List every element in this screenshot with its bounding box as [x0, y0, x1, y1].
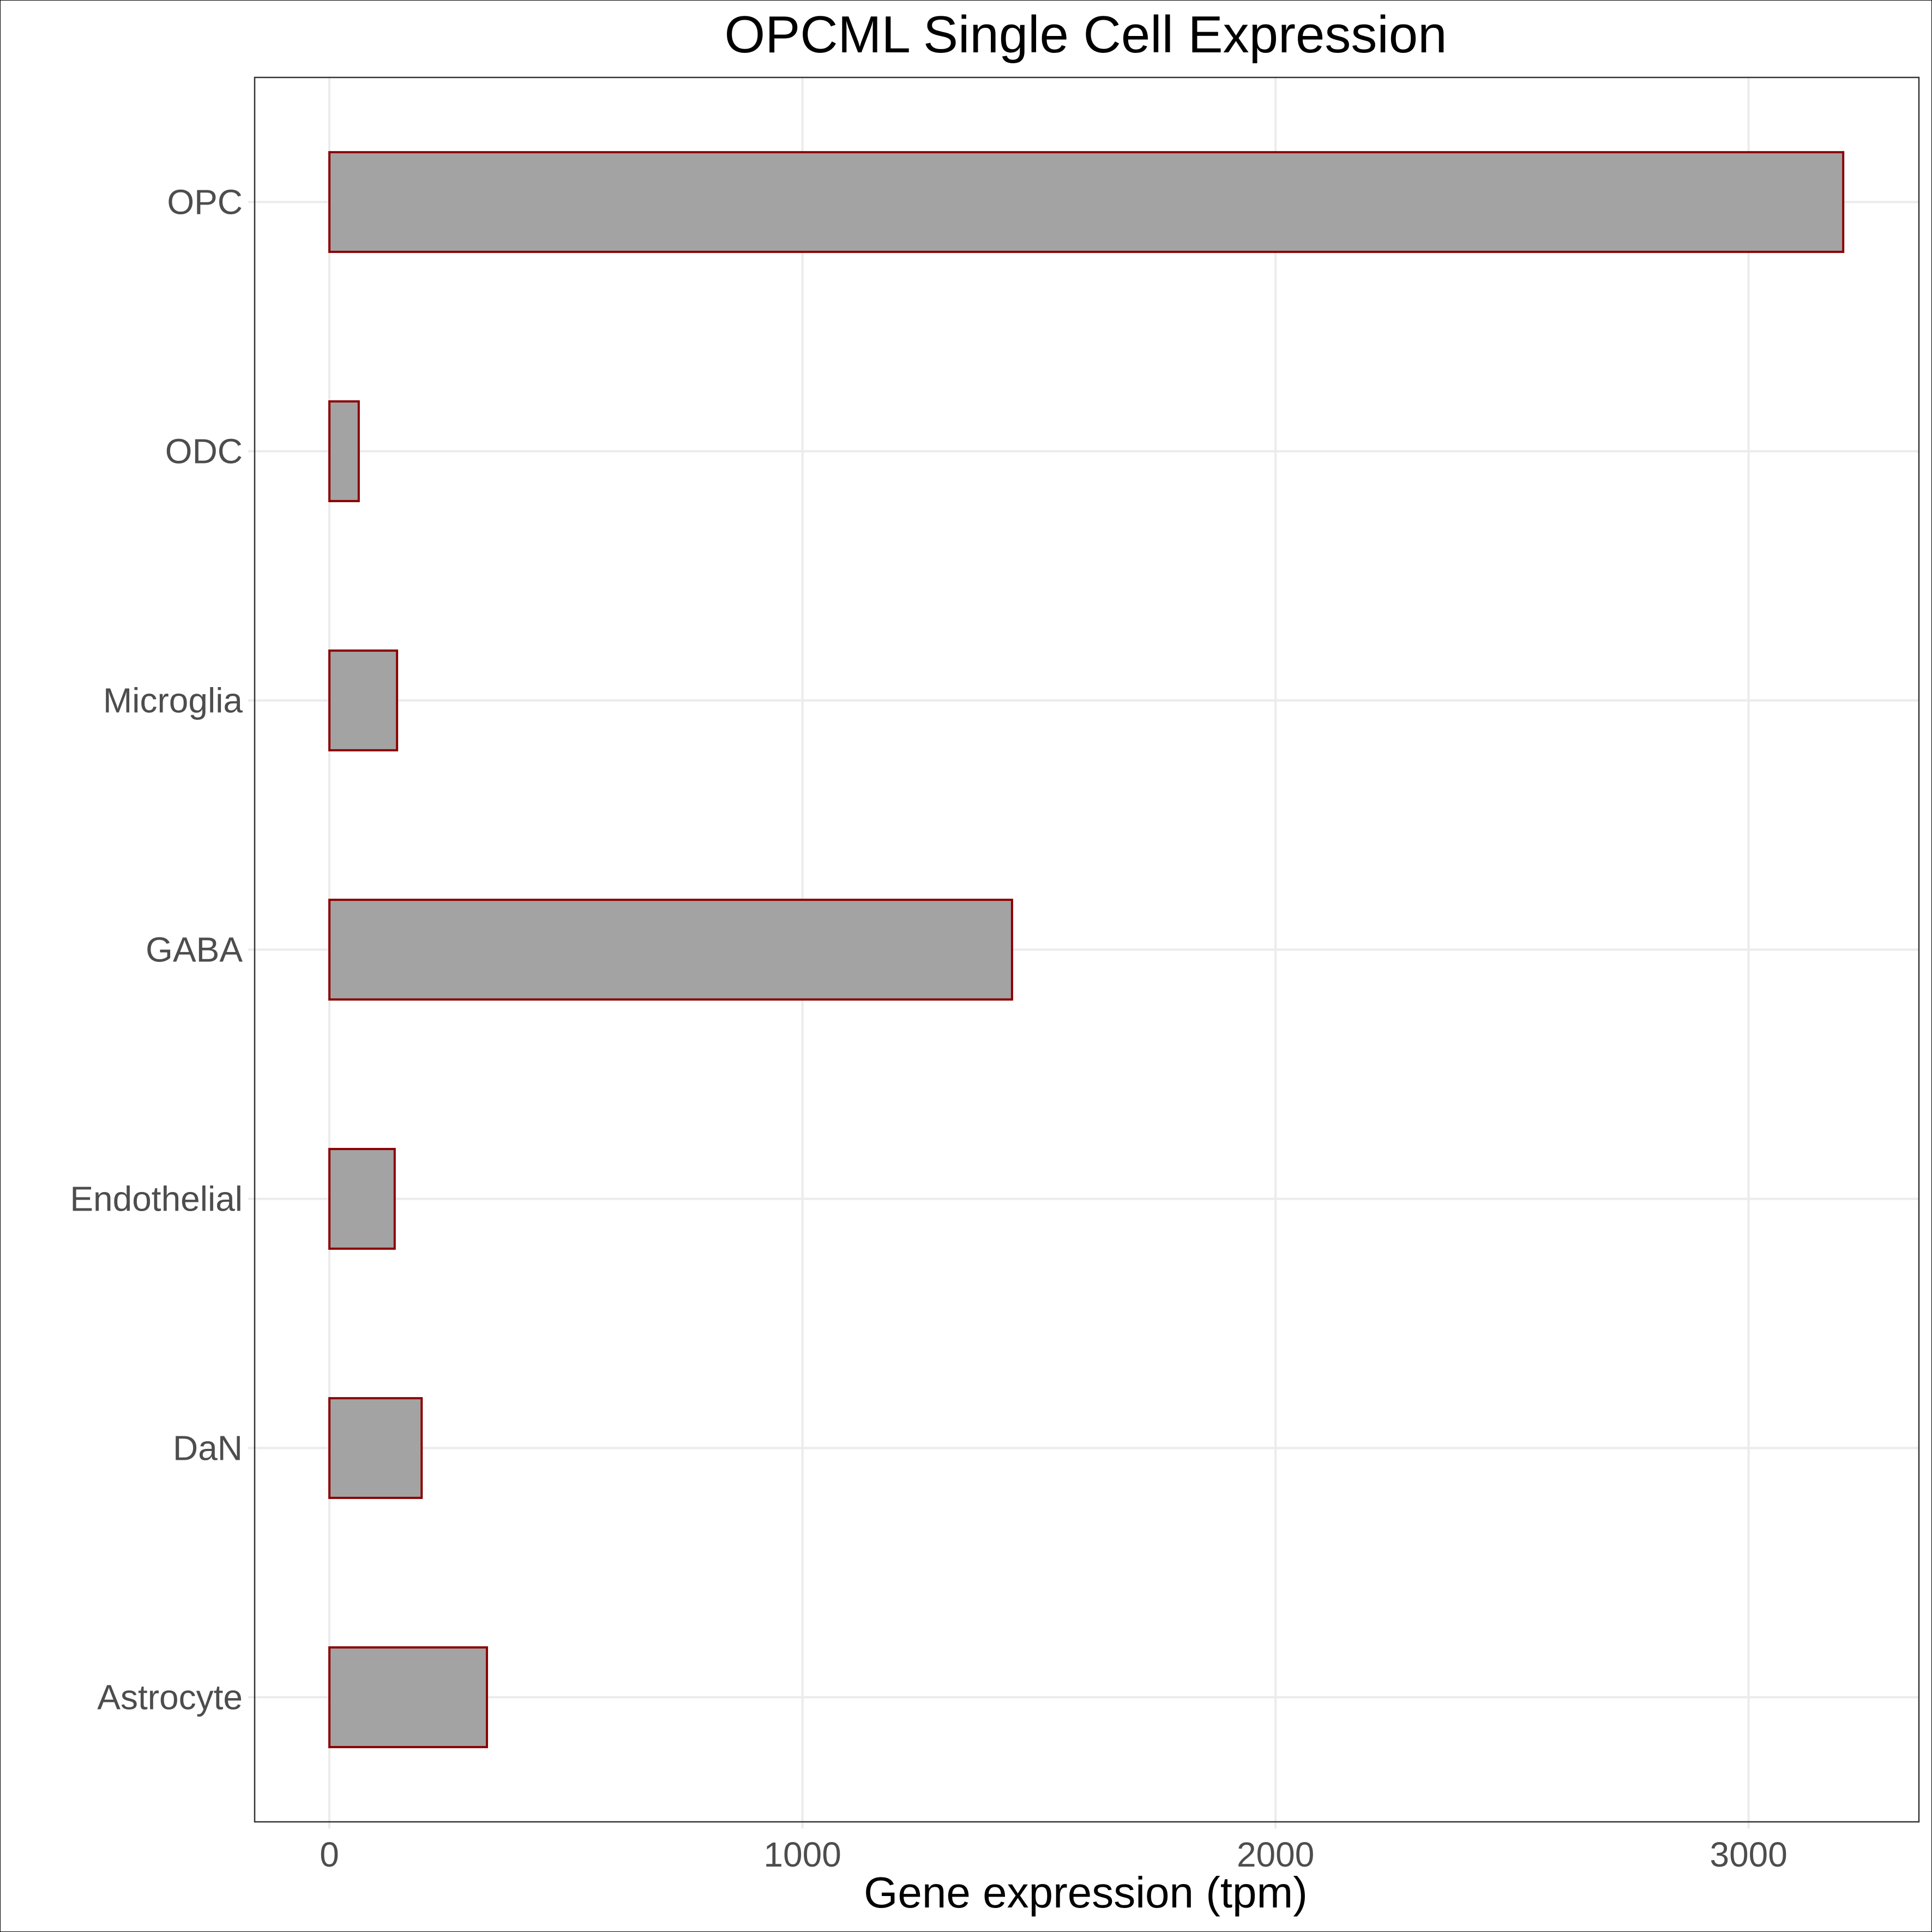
- bar-odc: [328, 400, 360, 502]
- plot-panel-border: [254, 76, 1920, 1823]
- x-axis-ticks: 0 1000 2000 3000: [320, 1822, 1787, 1874]
- y-tick-label: OPC: [167, 183, 243, 222]
- y-tick-label: DaN: [173, 1429, 243, 1468]
- chart-title: OPCML Single Cell Expression: [725, 5, 1447, 64]
- x-tick-label: 1000: [763, 1835, 841, 1874]
- x-tick-label: 0: [320, 1835, 339, 1874]
- y-tick-label: Endothelial: [70, 1179, 243, 1219]
- bar-gaba: [328, 899, 1013, 1001]
- bar-opc: [328, 151, 1845, 253]
- y-tick-label: ODC: [165, 432, 243, 471]
- bar-dan: [328, 1397, 423, 1499]
- bar-microglia: [328, 649, 399, 751]
- y-axis-ticks: OPC ODC Microglia GABA Endothelial DaN Astrocy…: [70, 183, 255, 1717]
- x-axis-title: Gene expression (tpm): [864, 1868, 1308, 1917]
- bar-endothelial: [328, 1148, 396, 1250]
- bar-layer: [328, 151, 1845, 1748]
- y-tick-label: Astrocyte: [97, 1678, 243, 1717]
- x-tick-label: 3000: [1710, 1835, 1787, 1874]
- bar-astrocyte: [328, 1646, 488, 1748]
- y-tick-label: Microglia: [103, 681, 243, 720]
- x-tick-label: 2000: [1237, 1835, 1314, 1874]
- y-tick-label: GABA: [146, 930, 243, 970]
